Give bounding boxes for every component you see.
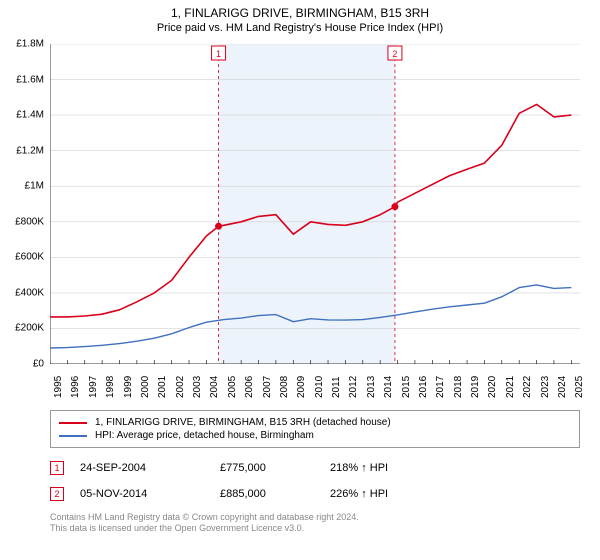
y-axis-tick-label: £0 [33, 359, 44, 370]
x-axis-tick-label: 2024 [557, 376, 568, 398]
x-axis-tick-label: 2009 [296, 376, 307, 398]
chart-title: 1, FINLARIGG DRIVE, BIRMINGHAM, B15 3RH [0, 6, 600, 20]
x-axis-tick-label: 2014 [383, 376, 394, 398]
sale-rows: 1 24-SEP-2004 £775,000 218% ↑ HPI 2 05-N… [50, 455, 580, 507]
x-axis-tick-label: 2006 [244, 376, 255, 398]
y-axis-tick-label: £800K [15, 216, 44, 227]
sale-hpi-delta: 226% ↑ HPI [330, 488, 480, 500]
y-axis-tick-label: £400K [15, 287, 44, 298]
x-axis-tick-label: 2003 [192, 376, 203, 398]
legend-row-hpi: HPI: Average price, detached house, Birm… [59, 430, 571, 441]
legend-swatch-hpi [59, 435, 87, 437]
x-axis-tick-label: 1996 [70, 376, 81, 398]
svg-text:2: 2 [392, 49, 397, 59]
x-axis-tick-label: 2023 [540, 376, 551, 398]
chart-plot-area: 12 [50, 44, 580, 364]
x-axis-tick-label: 2007 [262, 376, 273, 398]
x-axis-tick-label: 1998 [105, 376, 116, 398]
footer: Contains HM Land Registry data © Crown c… [50, 512, 580, 535]
footer-line-2: This data is licensed under the Open Gov… [50, 523, 580, 534]
x-axis-tick-label: 2016 [418, 376, 429, 398]
legend-row-price-paid: 1, FINLARIGG DRIVE, BIRMINGHAM, B15 3RH … [59, 417, 571, 428]
sale-row: 1 24-SEP-2004 £775,000 218% ↑ HPI [50, 455, 580, 481]
legend-label-hpi: HPI: Average price, detached house, Birm… [95, 430, 314, 441]
x-axis-labels: 1995 1996 1997 1998 1999 2000 2001 2002 2003 2004… [50, 366, 580, 406]
x-axis-tick-label: 2021 [505, 376, 516, 398]
title-block: 1, FINLARIGG DRIVE, BIRMINGHAM, B15 3RH … [0, 0, 600, 34]
y-axis-tick-label: £200K [15, 323, 44, 334]
x-axis-tick-label: 2011 [331, 376, 342, 398]
y-axis-tick-label: £1.6M [16, 74, 44, 85]
sale-date: 05-NOV-2014 [80, 488, 220, 500]
x-axis-tick-label: 2025 [574, 376, 585, 398]
y-axis-tick-label: £1M [25, 181, 44, 192]
svg-text:1: 1 [216, 49, 221, 59]
sale-date: 24-SEP-2004 [80, 462, 220, 474]
sale-row: 2 05-NOV-2014 £885,000 226% ↑ HPI [50, 481, 580, 507]
x-axis-tick-label: 2022 [522, 376, 533, 398]
x-axis-tick-label: 2019 [470, 376, 481, 398]
y-axis-tick-label: £1.8M [16, 39, 44, 50]
y-axis-tick-label: £1.4M [16, 110, 44, 121]
x-axis-tick-label: 2008 [279, 376, 290, 398]
legend: 1, FINLARIGG DRIVE, BIRMINGHAM, B15 3RH … [50, 410, 580, 448]
x-axis-tick-label: 2012 [348, 376, 359, 398]
legend-label-price-paid: 1, FINLARIGG DRIVE, BIRMINGHAM, B15 3RH … [95, 417, 391, 428]
x-axis-tick-label: 2005 [227, 376, 238, 398]
x-axis-tick-label: 2020 [487, 376, 498, 398]
x-axis-tick-label: 2000 [140, 376, 151, 398]
x-axis-tick-label: 1997 [88, 376, 99, 398]
sale-price: £885,000 [220, 488, 330, 500]
x-axis-tick-label: 2001 [157, 376, 168, 398]
sale-marker-1: 1 [50, 461, 64, 475]
sale-marker-2: 2 [50, 487, 64, 501]
x-axis-tick-label: 2018 [453, 376, 464, 398]
x-axis-tick-label: 2010 [314, 376, 325, 398]
legend-swatch-price-paid [59, 422, 87, 424]
x-axis-tick-label: 2015 [401, 376, 412, 398]
x-axis-tick-label: 2017 [435, 376, 446, 398]
y-axis-labels: £0£200K£400K£600K£800K£1M£1.2M£1.4M£1.6M… [0, 44, 48, 364]
sale-price: £775,000 [220, 462, 330, 474]
chart-svg: 12 [50, 44, 580, 364]
x-axis-tick-label: 2013 [366, 376, 377, 398]
x-axis-tick-label: 1999 [123, 376, 134, 398]
x-axis-tick-label: 2002 [175, 376, 186, 398]
footer-line-1: Contains HM Land Registry data © Crown c… [50, 512, 580, 523]
x-axis-tick-label: 1995 [53, 376, 64, 398]
sale-hpi-delta: 218% ↑ HPI [330, 462, 480, 474]
y-axis-tick-label: £1.2M [16, 145, 44, 156]
chart-subtitle: Price paid vs. HM Land Registry's House … [0, 22, 600, 34]
chart-container: 1, FINLARIGG DRIVE, BIRMINGHAM, B15 3RH … [0, 0, 600, 560]
y-axis-tick-label: £600K [15, 252, 44, 263]
x-axis-tick-label: 2004 [209, 376, 220, 398]
